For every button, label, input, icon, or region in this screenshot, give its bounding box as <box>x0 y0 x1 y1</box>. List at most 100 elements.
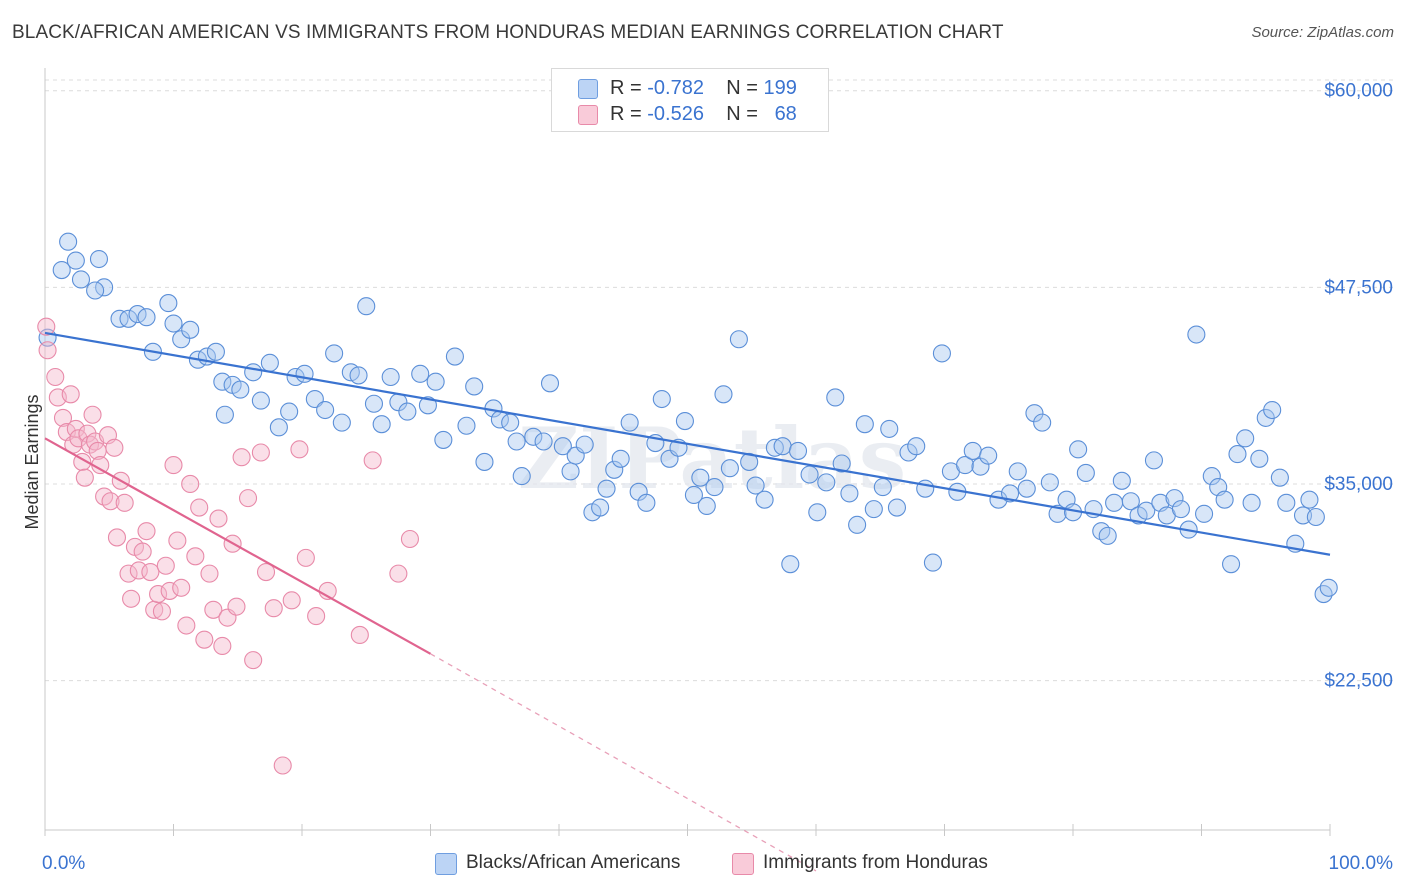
blacks-point <box>691 468 710 487</box>
blacks-point <box>251 391 270 410</box>
honduras-point <box>105 438 124 457</box>
blacks-point <box>1017 479 1036 498</box>
y-tick-label: $60,000 <box>1324 81 1393 102</box>
blacks-point <box>826 388 845 407</box>
blacks-point <box>1137 501 1156 520</box>
blacks-point <box>159 294 178 313</box>
blacks-point <box>1319 578 1338 597</box>
blacks-point <box>1105 493 1124 512</box>
blacks-point <box>832 454 851 473</box>
blacks-point <box>880 419 899 438</box>
honduras-point <box>101 492 120 511</box>
blacks-point <box>855 415 874 434</box>
blacks-point <box>1195 504 1214 523</box>
blacks-point <box>788 441 808 460</box>
honduras-point <box>122 589 141 608</box>
chart-source: Source: ZipAtlas.com <box>1251 24 1394 41</box>
blacks-point <box>381 367 400 387</box>
honduras-point <box>149 585 168 604</box>
blacks-point <box>534 432 553 451</box>
honduras-point <box>204 600 223 619</box>
blacks-point <box>611 449 630 468</box>
blacks-point <box>71 270 91 289</box>
blacks-point <box>620 413 639 432</box>
blacks-point <box>1112 471 1131 490</box>
blacks-point <box>781 555 800 574</box>
y-axis-label: Median Earnings <box>22 394 42 529</box>
blacks-point <box>206 342 225 361</box>
blacks-point <box>59 232 78 251</box>
blacks-trend-line <box>44 331 1331 556</box>
blacks-point <box>507 432 526 451</box>
blacks-point <box>305 389 324 409</box>
blacks-point <box>1222 555 1241 574</box>
blacks-point <box>349 366 368 385</box>
x-tick-label: 100.0% <box>1329 853 1394 874</box>
honduras-point <box>172 578 191 597</box>
blacks-point <box>1098 526 1117 545</box>
blacks-point <box>1040 473 1059 492</box>
y-tick-label: $47,500 <box>1324 277 1393 298</box>
blacks-point <box>1033 413 1052 432</box>
blacks-point <box>1277 493 1296 512</box>
blacks-point <box>923 553 942 572</box>
blacks-point <box>1165 489 1184 508</box>
pink-swatch-icon <box>732 853 754 875</box>
honduras-trend-extension <box>430 653 817 872</box>
honduras-point <box>46 367 65 387</box>
n-value: 68 <box>774 103 797 125</box>
r-value: -0.782 <box>647 77 704 99</box>
blacks-point <box>773 437 792 456</box>
honduras-point <box>37 317 56 336</box>
blacks-point <box>231 380 250 399</box>
blacks-point <box>357 297 376 316</box>
honduras-point <box>152 602 171 621</box>
blacks-point <box>501 413 520 432</box>
n-label: N = <box>726 77 758 99</box>
labels-layer: $22,500 $35,000 $47,500 $60,000 0.0% 100.0% <box>42 81 1393 874</box>
blacks-point <box>1187 325 1206 344</box>
blacks-point <box>269 418 288 437</box>
honduras-point <box>181 474 200 494</box>
honduras-point <box>75 468 94 487</box>
grid-layer <box>45 79 1393 682</box>
blacks-point <box>561 462 580 481</box>
n-value: 199 <box>763 77 797 99</box>
n-label: N = <box>726 103 758 125</box>
blacks-point <box>1202 467 1221 486</box>
blacks-point <box>714 385 733 404</box>
blacks-point <box>746 476 765 495</box>
blacks-point <box>979 446 998 465</box>
blacks-point <box>932 344 951 363</box>
blacks-point <box>652 389 671 409</box>
blacks-point <box>164 314 183 333</box>
blacks-point <box>457 416 476 435</box>
blacks-point <box>916 479 935 498</box>
honduras-point <box>115 493 134 512</box>
blacks-point <box>325 344 344 363</box>
blacks-point <box>1025 404 1044 423</box>
y-tick-label: $35,000 <box>1324 474 1393 495</box>
blacks-point <box>765 438 784 457</box>
blacks-point <box>1270 468 1289 487</box>
x-tick-label: 0.0% <box>42 853 85 874</box>
honduras-point <box>186 547 205 566</box>
blacks-point <box>66 251 85 270</box>
honduras-point <box>141 562 160 582</box>
blacks-point <box>445 347 464 366</box>
honduras-point <box>227 597 246 616</box>
r-label: R = <box>610 103 642 125</box>
blacks-point <box>907 437 926 456</box>
honduras-point <box>160 581 179 600</box>
points-layer <box>37 232 1338 775</box>
honduras-point <box>137 522 156 541</box>
honduras-point <box>209 509 228 528</box>
blacks-point <box>1242 493 1261 512</box>
blacks-point <box>260 353 279 372</box>
blacks-point <box>637 493 656 512</box>
blacks-point <box>213 372 232 391</box>
blacks-point <box>808 503 827 522</box>
blacks-point <box>800 465 819 484</box>
honduras-point <box>61 385 80 404</box>
